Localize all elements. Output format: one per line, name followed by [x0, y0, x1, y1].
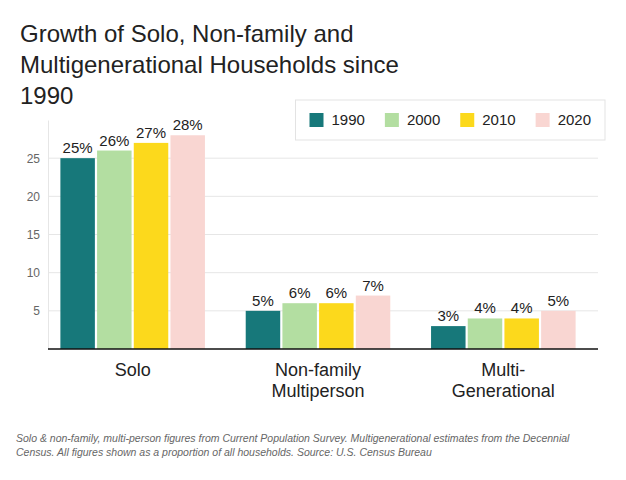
background: [0, 0, 626, 480]
data-label: 28%: [173, 116, 203, 133]
data-label: 4%: [511, 299, 533, 316]
bar: [468, 318, 502, 349]
x-tick-label: Multi-Generational: [452, 360, 555, 402]
bar: [282, 303, 316, 349]
data-label: 5%: [252, 292, 274, 309]
y-tick: 20: [27, 190, 48, 204]
x-tick: Solo: [115, 349, 151, 380]
bars: [60, 135, 575, 349]
data-label: 6%: [326, 284, 348, 301]
data-label: 25%: [63, 139, 93, 156]
chart: Growth of Solo, Non-family andMultigener…: [0, 0, 626, 480]
bar: [97, 151, 131, 349]
data-label: 27%: [136, 124, 166, 141]
legend-label: 2000: [407, 111, 440, 128]
data-label: 3%: [437, 307, 459, 324]
y-tick: 5: [33, 304, 48, 318]
legend-label: 1990: [332, 111, 365, 128]
data-label: 5%: [548, 292, 570, 309]
x-tick-label: Solo: [115, 360, 151, 380]
bar: [170, 135, 204, 349]
legend-swatch: [310, 113, 324, 127]
y-axis-line: [48, 121, 49, 350]
y-tick-label: 10: [27, 266, 41, 280]
legend-swatch: [460, 113, 474, 127]
y-tick: 15: [27, 228, 48, 242]
bar: [319, 303, 353, 349]
x-axis-line: [48, 348, 598, 350]
y-tick: 25: [27, 152, 48, 166]
legend-swatch: [385, 113, 399, 127]
legend-box: [296, 100, 606, 140]
y-tick: 10: [27, 266, 48, 280]
legend-swatch: [536, 113, 550, 127]
y-tick-label: 15: [27, 228, 41, 242]
bar: [134, 143, 168, 349]
bar: [356, 296, 390, 349]
x-tick-label: Non-familyMultiperson: [271, 360, 364, 402]
data-label: 7%: [362, 277, 384, 294]
data-label: 4%: [474, 299, 496, 316]
legend: 1990 2000 2010 2020: [296, 100, 606, 140]
caption: Solo & non-family, multi-person figures …: [16, 432, 570, 458]
data-label: 6%: [289, 284, 311, 301]
legend-label: 2020: [558, 111, 591, 128]
legend-label: 2010: [482, 111, 515, 128]
bar: [431, 326, 465, 349]
data-labels: 25% 5% 3% 26% 6% 4% 27% 6% 4% 28% 7% 5%: [63, 116, 570, 324]
y-tick-label: 25: [27, 152, 41, 166]
x-tick: Non-familyMultiperson: [271, 349, 364, 401]
bar: [246, 311, 280, 349]
y-tick-label: 5: [33, 304, 40, 318]
title: Growth of Solo, Non-family andMultigener…: [20, 20, 399, 109]
x-tick: Multi-Generational: [452, 349, 555, 401]
y-axis: 5 10 15 20 25: [27, 121, 49, 350]
bar: [60, 158, 94, 349]
x-axis: Solo Non-familyMultiperson Multi-Generatio…: [48, 349, 598, 401]
y-tick-label: 20: [27, 190, 41, 204]
data-label: 26%: [99, 132, 129, 149]
bar: [504, 318, 538, 349]
bar: [541, 311, 575, 349]
